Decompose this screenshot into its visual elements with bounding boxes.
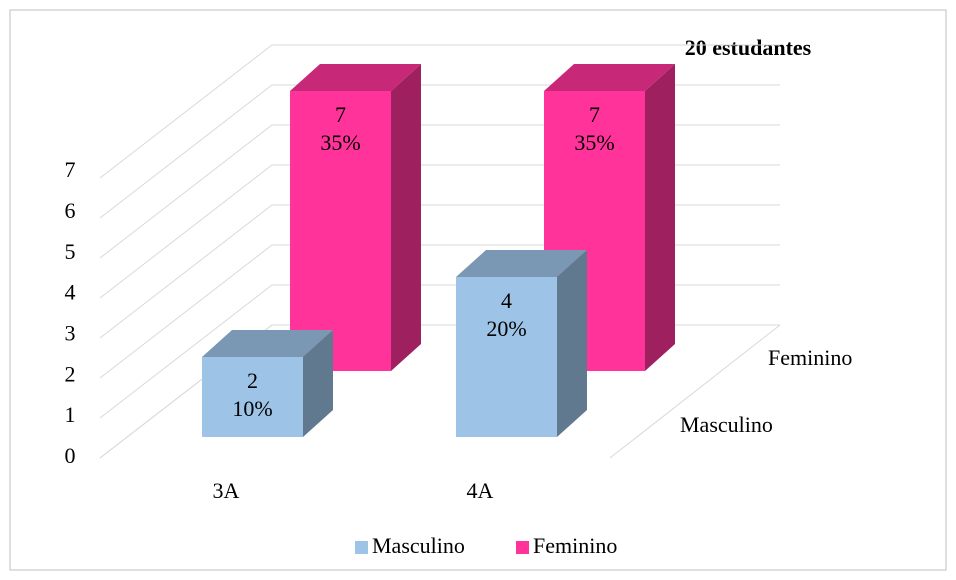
floor-edge [609, 324, 781, 459]
data-label: 35% [574, 130, 614, 155]
y-tick-label: 7 [65, 157, 76, 182]
y-tick-label: 6 [65, 198, 76, 223]
y-tick-label: 2 [65, 361, 76, 386]
legend-label: Feminino [533, 533, 617, 558]
bar-side [645, 64, 675, 371]
bar-top [544, 64, 675, 91]
y-tick-label: 3 [65, 320, 76, 345]
data-label: 2 [247, 368, 258, 393]
legend-swatch [355, 541, 368, 554]
x-tick-label: 3A [213, 478, 240, 503]
bar-side [303, 330, 333, 437]
bar [290, 91, 391, 371]
data-label: 20% [486, 316, 526, 341]
bar [202, 357, 303, 437]
bar [456, 277, 557, 437]
data-label: 10% [232, 396, 272, 421]
data-label: 4 [501, 288, 512, 313]
x-tick-label: 4A [467, 478, 494, 503]
bar-top [456, 250, 587, 277]
depth-axis-label: Masculino [680, 412, 773, 437]
depth-axis-label: Feminino [768, 345, 852, 370]
bar-side [391, 64, 421, 371]
bar-top [290, 64, 421, 91]
data-label: 35% [320, 130, 360, 155]
legend-label: Masculino [372, 533, 465, 558]
data-label: 7 [589, 102, 600, 127]
data-label: 7 [335, 102, 346, 127]
y-tick-label: 1 [65, 402, 76, 427]
legend-swatch [516, 541, 529, 554]
y-tick-label: 4 [65, 280, 76, 305]
chart-title: 20 estudantes [685, 35, 812, 60]
grid-line [99, 44, 780, 179]
y-tick-label: 5 [65, 239, 76, 264]
bar-side [557, 250, 587, 437]
y-tick-label: 0 [65, 443, 76, 468]
bar-top [202, 330, 333, 357]
